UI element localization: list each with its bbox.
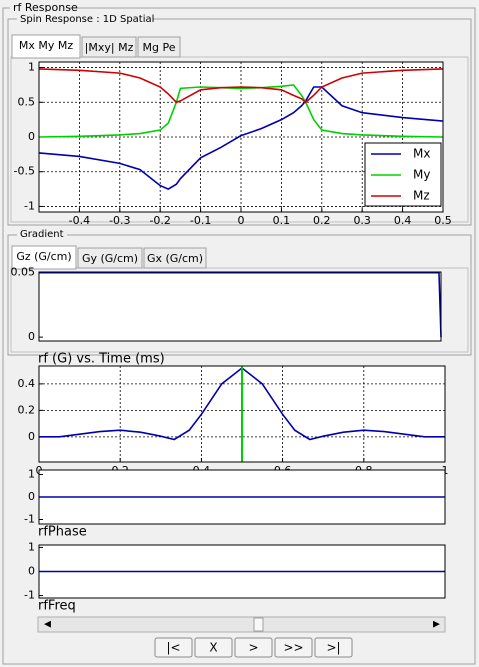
nav-button-label[interactable]: > bbox=[248, 641, 258, 655]
legend-label: My bbox=[413, 168, 430, 182]
tab-label[interactable]: Gy (G/cm) bbox=[82, 252, 138, 265]
tab-label[interactable]: Gz (G/cm) bbox=[16, 250, 71, 263]
nav-button[interactable] bbox=[154, 637, 193, 658]
nav-button[interactable] bbox=[194, 637, 233, 658]
chart-title: rf (G) vs. Time (ms) bbox=[38, 352, 165, 367]
x-tick-label: 0.3 bbox=[353, 214, 371, 227]
y-tick-label: 0.5 bbox=[18, 95, 36, 108]
series-line bbox=[38, 86, 444, 190]
x-tick-label: -0.4 bbox=[69, 214, 90, 227]
gradient-group-title: Gradient bbox=[20, 229, 64, 240]
plot-border bbox=[38, 544, 446, 599]
panel-border bbox=[2, 7, 476, 665]
y-tick-label: 1 bbox=[28, 61, 35, 74]
tab[interactable] bbox=[77, 247, 143, 269]
plot-border bbox=[38, 61, 444, 213]
y-tick-label: 0 bbox=[28, 330, 35, 343]
x-tick-label: -0.1 bbox=[190, 214, 211, 227]
slider-right-arrow[interactable]: ▶ bbox=[433, 620, 440, 630]
chart-label: rfPhase bbox=[38, 525, 87, 540]
x-tick-label: -0.3 bbox=[109, 214, 130, 227]
x-tick-label: -0.2 bbox=[149, 214, 170, 227]
nav-button[interactable] bbox=[234, 637, 273, 658]
tab-label[interactable]: Gx (G/cm) bbox=[147, 252, 203, 265]
plot-border bbox=[38, 469, 446, 525]
legend-label: Mz bbox=[413, 189, 430, 203]
nav-button[interactable] bbox=[314, 637, 353, 658]
y-tick-label: 0.4 bbox=[18, 377, 36, 390]
gradient-group bbox=[7, 234, 472, 356]
tab[interactable] bbox=[143, 247, 207, 269]
nav-button-label[interactable]: X bbox=[209, 641, 217, 655]
nav-button[interactable] bbox=[274, 637, 313, 658]
y-tick-label: 1 bbox=[28, 540, 35, 553]
x-tick-label: 0.4 bbox=[394, 214, 412, 227]
slider-track[interactable] bbox=[37, 616, 446, 633]
tab[interactable] bbox=[137, 36, 181, 58]
x-tick-label: 0.2 bbox=[313, 214, 331, 227]
series-line bbox=[38, 68, 444, 104]
y-tick-label: 0 bbox=[28, 130, 35, 143]
y-tick-label: -1 bbox=[24, 199, 35, 212]
slider-thumb[interactable] bbox=[253, 617, 264, 632]
nav-button-label[interactable]: >| bbox=[326, 641, 340, 655]
chart-label: rfFreq bbox=[38, 599, 76, 614]
y-tick-label: 0 bbox=[28, 490, 35, 503]
y-tick-label: 0.05 bbox=[11, 266, 36, 279]
y-tick-label: 1 bbox=[28, 468, 35, 481]
spin-group bbox=[7, 18, 472, 226]
spin-group-title: Spin Response : 1D Spatial bbox=[20, 14, 154, 25]
nav-button-label[interactable]: >> bbox=[283, 641, 303, 655]
tab-label[interactable]: Mg Pe bbox=[143, 41, 176, 54]
gradient-title-bg bbox=[17, 228, 67, 240]
tab-content bbox=[10, 56, 469, 223]
tab[interactable] bbox=[81, 36, 137, 58]
legend-label: Mx bbox=[413, 147, 430, 161]
spin-title-bg bbox=[17, 12, 153, 24]
slider-left-arrow[interactable]: ◀ bbox=[44, 620, 51, 630]
tab-label[interactable]: |Mxy| Mz bbox=[85, 41, 134, 54]
x-tick-label: 0.5 bbox=[434, 214, 452, 227]
series-line bbox=[39, 271, 442, 338]
x-tick-label: 0.1 bbox=[273, 214, 291, 227]
nav-button-label[interactable]: |< bbox=[166, 641, 180, 655]
y-tick-label: 0 bbox=[28, 565, 35, 578]
x-tick-label: 0 bbox=[238, 214, 245, 227]
tab-label[interactable]: Mx My Mz bbox=[19, 39, 73, 52]
y-tick-label: 0.2 bbox=[18, 403, 36, 416]
tab[interactable] bbox=[11, 245, 77, 270]
plot-border bbox=[38, 365, 446, 463]
tab[interactable] bbox=[11, 34, 81, 59]
panel-title-bg bbox=[10, 2, 68, 14]
y-tick-label: -0.5 bbox=[14, 165, 35, 178]
plot-area bbox=[39, 272, 441, 341]
y-tick-label: -1 bbox=[24, 513, 35, 526]
y-tick-label: -1 bbox=[24, 589, 35, 602]
plot-border bbox=[38, 271, 442, 342]
panel-title: rf Response bbox=[13, 1, 78, 14]
y-tick-label: 0 bbox=[28, 430, 35, 443]
tab-content bbox=[10, 267, 469, 353]
